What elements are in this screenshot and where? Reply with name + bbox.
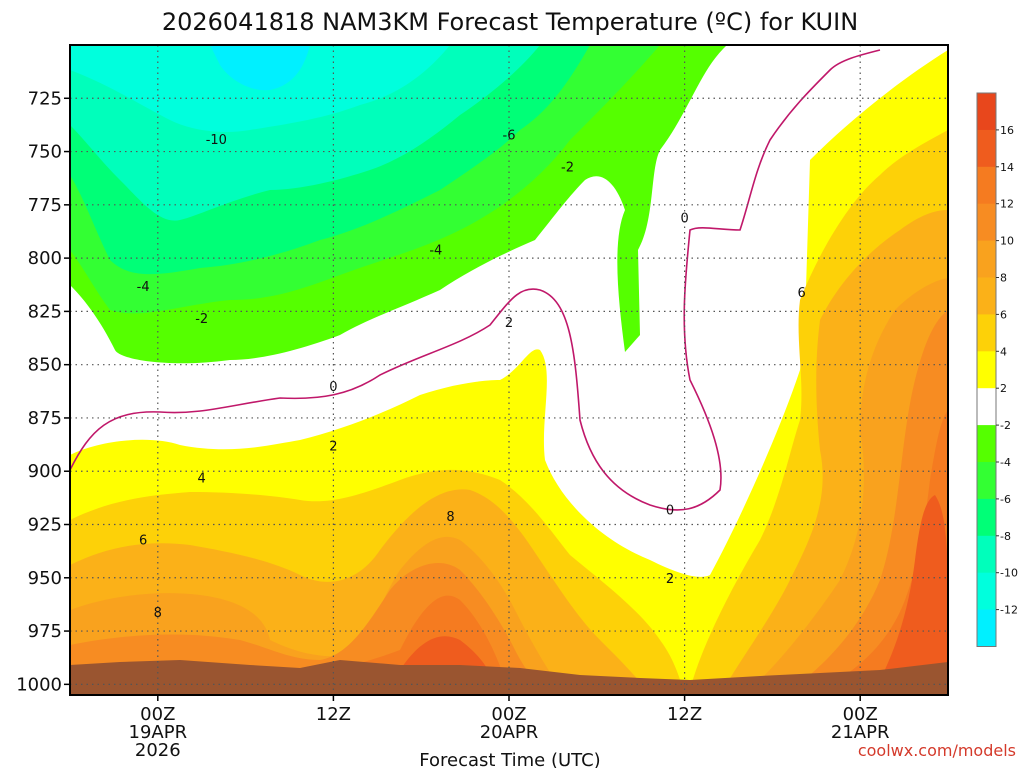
colorbar-tick-label: -8 <box>1000 530 1011 543</box>
y-tick-label: 900 <box>28 461 62 482</box>
colorbar-bin <box>977 425 996 463</box>
y-tick-label: 975 <box>28 621 62 642</box>
colorbar-bin <box>977 462 996 500</box>
colorbar-tick-label: -10 <box>1000 567 1018 580</box>
x-tick-label: 00Z <box>491 704 526 725</box>
colorbar-bin <box>977 498 996 537</box>
colorbar-tick-label: 6 <box>1000 308 1007 321</box>
colorbar-tick-label: 4 <box>1000 345 1007 358</box>
colorbar-frame <box>976 92 997 647</box>
contour-label: 2 <box>505 316 513 331</box>
y-tick-label: 800 <box>28 248 62 269</box>
contour-label: 4 <box>198 472 206 487</box>
grid <box>70 45 948 695</box>
contour-label: 0 <box>666 504 674 519</box>
zero-isotherm <box>69 49 881 511</box>
y-tick-label: 850 <box>28 355 62 376</box>
cyan-region-below-minus12 <box>210 45 310 91</box>
colorbar: 16 14 12 10 8 6 4 2 -2 -4 -6 -8 -10 -12 <box>976 92 1018 647</box>
x-tick-label: 20APR <box>480 722 539 743</box>
x-tick-label: 12Z <box>667 704 702 725</box>
colorbar-tick-label: 12 <box>1000 198 1014 211</box>
colorbar-bin <box>977 93 996 131</box>
colorbar-bin <box>977 609 996 647</box>
contour-label: -6 <box>503 129 516 144</box>
y-tick-label: 825 <box>28 301 62 322</box>
yellow-region-4-6 <box>70 130 948 695</box>
y-tick-label: 875 <box>28 408 62 429</box>
colorbar-bin <box>977 314 996 352</box>
contour-label: 8 <box>446 510 454 525</box>
colorbar-tick-label: 8 <box>1000 272 1007 285</box>
colorbar-bin <box>977 203 996 242</box>
credit-text: coolwx.com/models <box>858 741 1016 760</box>
colorbar-bin <box>977 572 996 611</box>
contour-label: 6 <box>798 286 806 301</box>
colorbar-tick-label: -4 <box>1000 456 1011 469</box>
colorbar-tick-label: 16 <box>1000 124 1014 137</box>
colorbar-bin <box>977 277 996 315</box>
colorbar-tick-label: -6 <box>1000 493 1011 506</box>
contour-label: -10 <box>206 133 227 148</box>
colorbar-bin <box>977 535 996 574</box>
contour-label: -4 <box>429 244 442 259</box>
contour-label: -2 <box>561 160 574 175</box>
y-tick-label: 950 <box>28 568 62 589</box>
colorbar-tick-label: 2 <box>1000 382 1007 395</box>
x-tick-label: 12Z <box>316 704 351 725</box>
colorbar-tick-label: -2 <box>1000 419 1011 432</box>
contour-label: 0 <box>680 212 688 227</box>
y-tick-label: 750 <box>28 142 62 163</box>
x-tick-label: 21APR <box>831 722 890 743</box>
x-tick-label: 19APR <box>129 722 188 743</box>
y-tick-label: 1000 <box>16 674 62 695</box>
x-axis-label: Forecast Time (UTC) <box>419 750 600 768</box>
chart-title: 2026041818 NAM3KM Forecast Temperature (… <box>162 8 858 36</box>
colorbar-bin <box>977 129 996 168</box>
contour-labels: -10 -6 -2 -4 -4 -2 0 0 2 2 4 8 6 8 0 2 6 <box>137 129 806 621</box>
x-tick-label: 00Z <box>140 704 175 725</box>
colorbar-bin <box>977 240 996 278</box>
y-tick-label: 725 <box>28 88 62 109</box>
contour-label: 2 <box>666 572 674 587</box>
x-tick-label: 00Z <box>843 704 878 725</box>
contour-label: 2 <box>329 440 337 455</box>
colorbar-tick-label: 10 <box>1000 235 1014 248</box>
y-tick-label: 775 <box>28 195 62 216</box>
colorbar-bin <box>977 388 996 426</box>
colorbar-tick-label: -12 <box>1000 604 1018 617</box>
orange-region-6-8 <box>70 210 948 695</box>
colorbar-tick-label: 14 <box>1000 161 1014 174</box>
x-tick-label: 2026 <box>135 740 181 761</box>
contour-label: 0 <box>329 380 337 395</box>
contour-label: -2 <box>195 312 208 327</box>
contour-label: 6 <box>139 533 147 548</box>
y-tick-label: 925 <box>28 515 62 536</box>
colorbar-bin <box>977 166 996 205</box>
contour-label: -4 <box>137 280 150 295</box>
contour-label: 8 <box>154 606 162 621</box>
y-axis: 725 750 775 800 825 850 875 900 925 950 975 1000 <box>16 88 70 695</box>
colorbar-bin <box>977 351 996 389</box>
